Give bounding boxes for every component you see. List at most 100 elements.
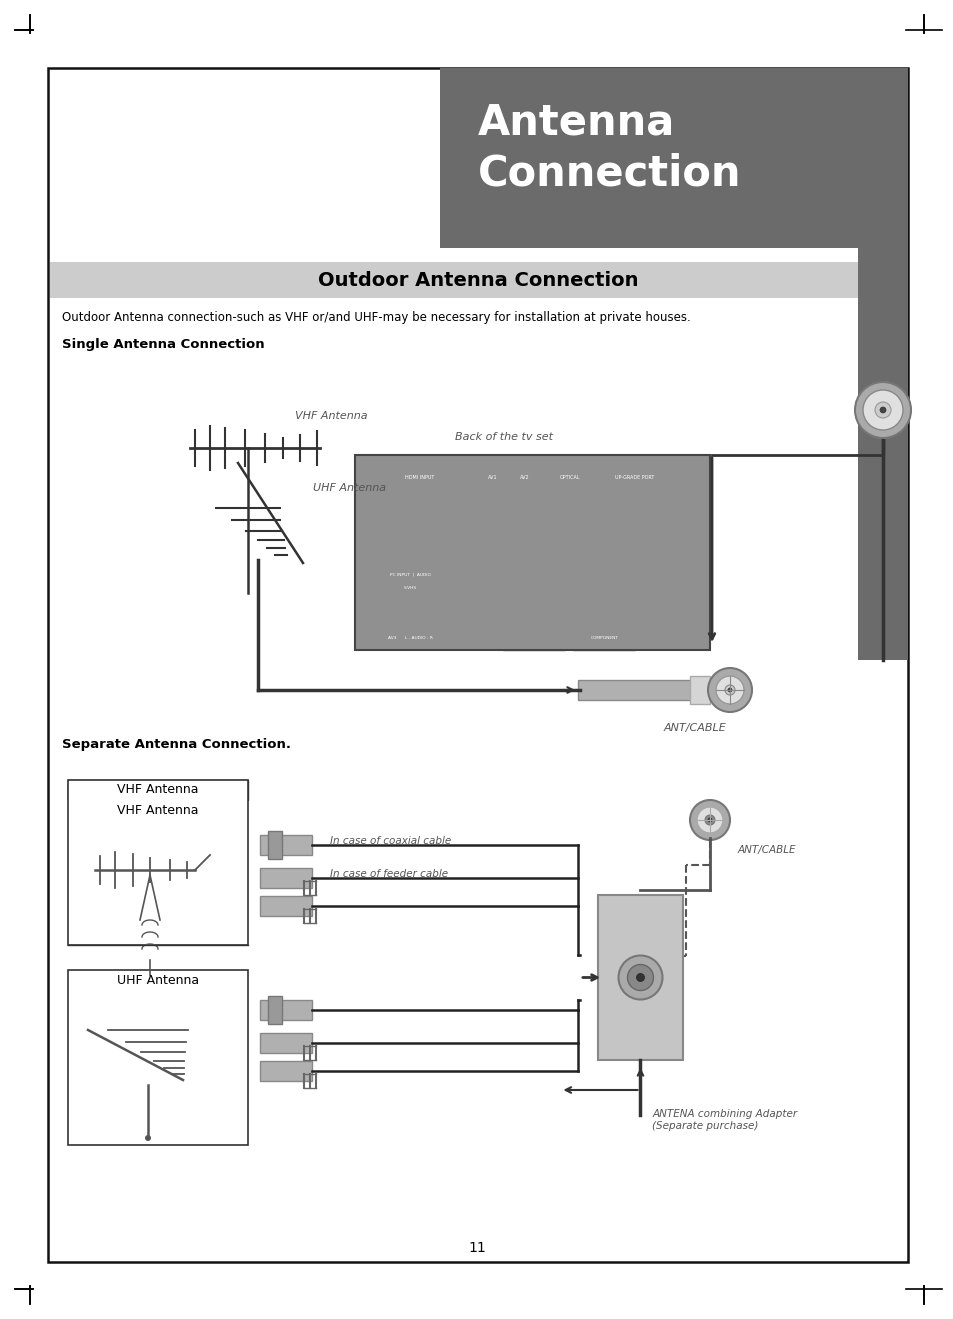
Circle shape bbox=[547, 598, 552, 601]
Circle shape bbox=[519, 568, 523, 572]
Text: In case of coaxial cable: In case of coaxial cable bbox=[330, 836, 451, 845]
Circle shape bbox=[513, 568, 517, 572]
Bar bbox=[260, 896, 312, 915]
Circle shape bbox=[408, 596, 426, 615]
Circle shape bbox=[618, 568, 621, 572]
Circle shape bbox=[540, 583, 544, 587]
Bar bbox=[857, 69, 907, 660]
Bar bbox=[502, 550, 564, 650]
Circle shape bbox=[526, 598, 531, 601]
Text: COMPONENT: COMPONENT bbox=[590, 636, 618, 640]
Circle shape bbox=[610, 598, 615, 601]
Circle shape bbox=[603, 613, 607, 617]
Text: VHF Antenna: VHF Antenna bbox=[117, 803, 198, 816]
Circle shape bbox=[603, 598, 607, 601]
Circle shape bbox=[526, 613, 531, 617]
Circle shape bbox=[513, 613, 517, 617]
Text: AV3      L - AUDIO - R: AV3 L - AUDIO - R bbox=[387, 636, 432, 640]
Text: OPTICAL: OPTICAL bbox=[559, 476, 579, 480]
Circle shape bbox=[582, 598, 586, 601]
Bar bbox=[68, 780, 248, 801]
Bar bbox=[375, 501, 424, 513]
Circle shape bbox=[433, 596, 451, 615]
Circle shape bbox=[464, 539, 484, 561]
Circle shape bbox=[685, 601, 701, 619]
Circle shape bbox=[716, 677, 743, 704]
Circle shape bbox=[597, 613, 600, 617]
Bar bbox=[68, 780, 248, 944]
Bar bbox=[573, 550, 635, 650]
Bar bbox=[68, 969, 248, 1145]
Circle shape bbox=[641, 576, 658, 594]
Circle shape bbox=[618, 613, 621, 617]
Circle shape bbox=[589, 568, 594, 572]
Circle shape bbox=[540, 568, 544, 572]
Bar bbox=[644, 536, 704, 555]
Circle shape bbox=[505, 568, 510, 572]
Circle shape bbox=[534, 583, 537, 587]
Bar bbox=[355, 455, 709, 650]
Text: HDMI INPUT: HDMI INPUT bbox=[405, 476, 435, 480]
Circle shape bbox=[618, 598, 621, 601]
Bar bbox=[50, 262, 905, 298]
Circle shape bbox=[610, 568, 615, 572]
Circle shape bbox=[576, 613, 579, 617]
Text: AV2: AV2 bbox=[519, 476, 529, 480]
Text: UHF Antenna: UHF Antenna bbox=[117, 973, 199, 987]
Circle shape bbox=[547, 613, 552, 617]
Bar bbox=[578, 681, 692, 700]
Circle shape bbox=[513, 598, 517, 601]
Circle shape bbox=[663, 601, 679, 619]
Circle shape bbox=[582, 568, 586, 572]
Text: ANT/CABLE: ANT/CABLE bbox=[738, 845, 796, 855]
Bar bbox=[260, 1060, 312, 1082]
Circle shape bbox=[526, 568, 531, 572]
Circle shape bbox=[603, 583, 607, 587]
Circle shape bbox=[597, 583, 600, 587]
Bar bbox=[268, 831, 282, 859]
Circle shape bbox=[618, 583, 621, 587]
Text: 11: 11 bbox=[468, 1241, 485, 1254]
Text: AV1: AV1 bbox=[488, 476, 497, 480]
Bar bbox=[689, 677, 709, 704]
Circle shape bbox=[505, 613, 510, 617]
Circle shape bbox=[624, 598, 628, 601]
Circle shape bbox=[589, 598, 594, 601]
Circle shape bbox=[641, 601, 658, 619]
Text: ANTENA combining Adapter
(Separate purchase): ANTENA combining Adapter (Separate purch… bbox=[652, 1109, 797, 1130]
Circle shape bbox=[603, 568, 607, 572]
Circle shape bbox=[145, 1136, 151, 1141]
Circle shape bbox=[597, 568, 600, 572]
Circle shape bbox=[610, 583, 615, 587]
Circle shape bbox=[540, 598, 544, 601]
Bar bbox=[357, 470, 706, 487]
Circle shape bbox=[576, 583, 579, 587]
Circle shape bbox=[505, 583, 510, 587]
Circle shape bbox=[576, 568, 579, 572]
Circle shape bbox=[597, 598, 600, 601]
Circle shape bbox=[534, 568, 537, 572]
Circle shape bbox=[724, 685, 734, 695]
Circle shape bbox=[663, 576, 679, 594]
Circle shape bbox=[555, 583, 558, 587]
Circle shape bbox=[689, 801, 729, 840]
Circle shape bbox=[526, 583, 531, 587]
Text: VHF Antenna: VHF Antenna bbox=[117, 783, 198, 797]
Text: Separate Antenna Connection.: Separate Antenna Connection. bbox=[62, 739, 291, 752]
Text: Single Antenna Connection: Single Antenna Connection bbox=[62, 339, 264, 351]
Circle shape bbox=[636, 973, 644, 981]
Text: PC INPUT  |  AUDIO: PC INPUT | AUDIO bbox=[389, 572, 430, 576]
Text: In case of feeder cable: In case of feeder cable bbox=[330, 869, 448, 878]
Text: Outdoor Antenna Connection: Outdoor Antenna Connection bbox=[317, 270, 638, 289]
Circle shape bbox=[707, 818, 711, 822]
Circle shape bbox=[727, 689, 731, 692]
Bar bbox=[260, 1033, 312, 1053]
Text: Outdoor Antenna connection-such as VHF or/and UHF-may be necessary for installat: Outdoor Antenna connection-such as VHF o… bbox=[62, 311, 690, 324]
Circle shape bbox=[610, 613, 615, 617]
Bar bbox=[268, 996, 282, 1024]
Bar bbox=[439, 69, 907, 248]
Text: UP-GRADE PORT: UP-GRADE PORT bbox=[615, 476, 654, 480]
Circle shape bbox=[519, 583, 523, 587]
Circle shape bbox=[691, 601, 707, 619]
Circle shape bbox=[589, 583, 594, 587]
